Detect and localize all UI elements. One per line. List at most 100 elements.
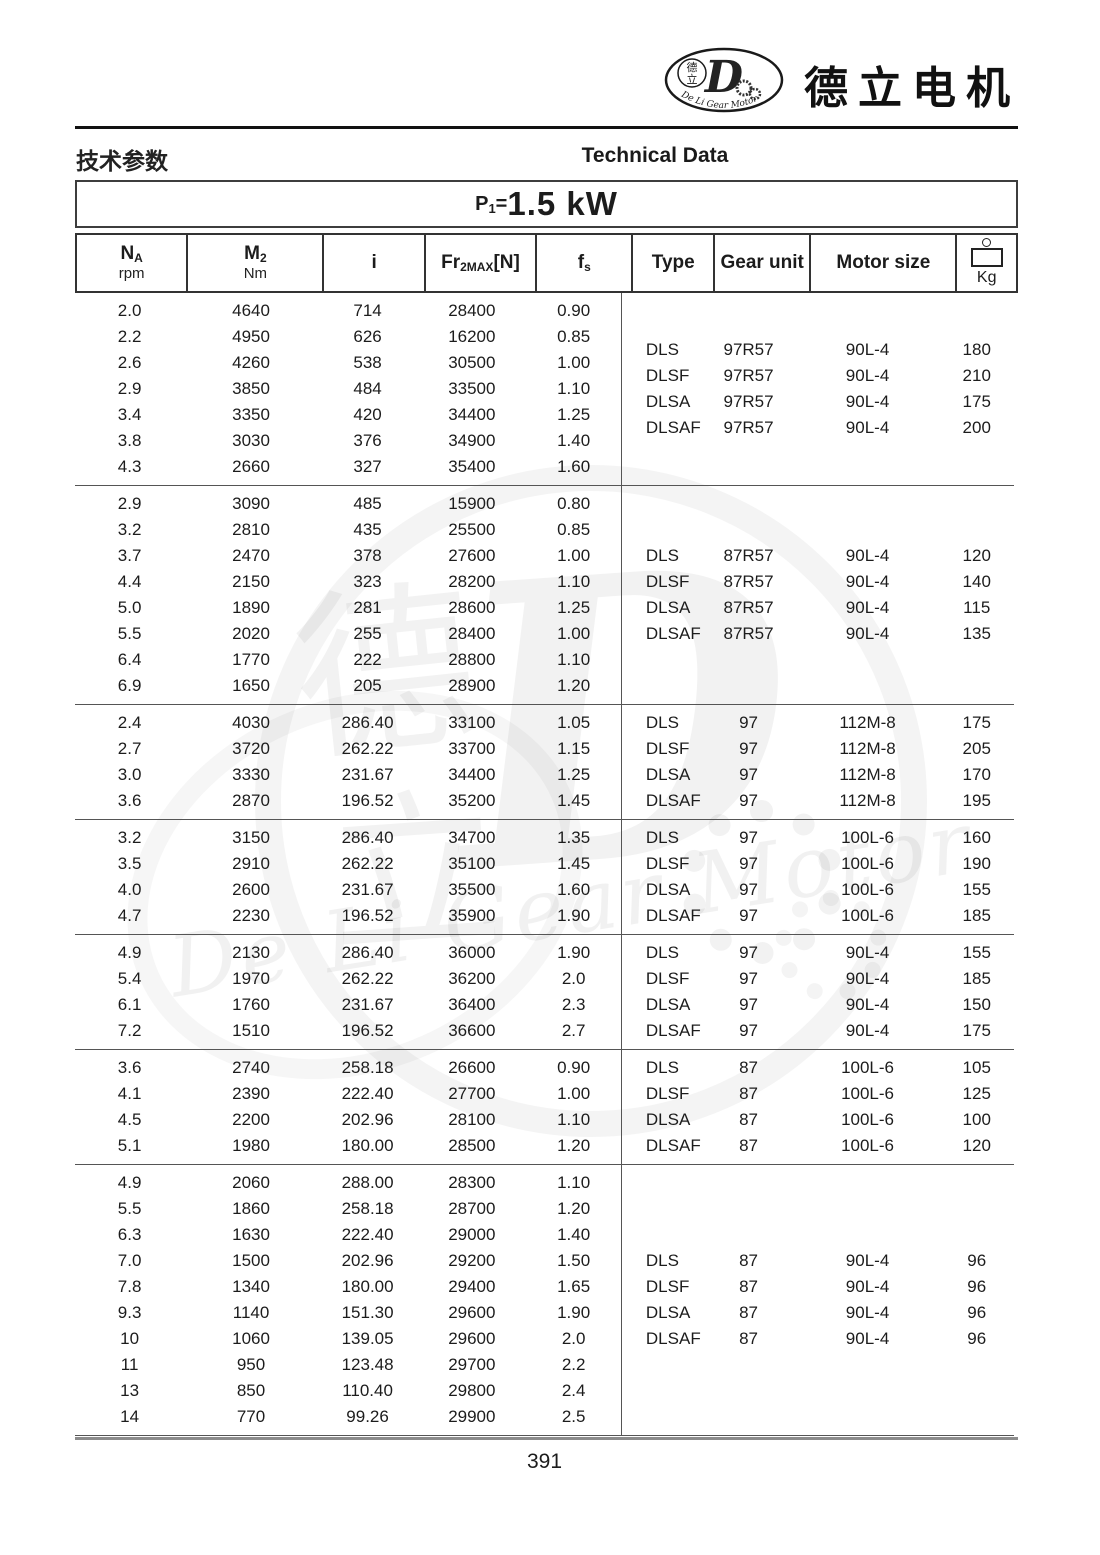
table-row: 3.7 2470 378 27600 1.00	[75, 543, 621, 569]
cell-i: 196.52	[341, 906, 394, 925]
cell-i: 288.00	[341, 1173, 394, 1192]
power-equals: =	[495, 192, 508, 215]
cell-na: 6.9	[117, 676, 142, 695]
cell-type: DLSAF	[645, 1329, 701, 1348]
cell-m2: 3350	[232, 405, 270, 424]
cell-kg: 140	[962, 572, 991, 591]
page-number: 391	[526, 1450, 563, 1473]
table-row: DLS 97 90L-4 155	[622, 940, 1014, 966]
table-row: 3.2 2810 435 25500 0.85	[75, 517, 621, 543]
cell-na: 6.4	[117, 650, 142, 669]
block-right: DLS 87R57 90L-4 120 DLSF 87R57 90L-4 140 DLSA 87R…	[622, 486, 1014, 704]
cell-m2: 4030	[232, 713, 270, 732]
cell-na: 3.0	[117, 765, 142, 784]
cell-na: 9.3	[117, 1303, 142, 1322]
cell-m2: 2740	[232, 1058, 270, 1077]
cell-fr: 36600	[448, 1021, 496, 1040]
cell-gear: 87	[739, 1136, 758, 1155]
cell-m2: 850	[236, 1381, 266, 1400]
cell-i: 196.52	[341, 1021, 394, 1040]
cell-gear: 87	[739, 1303, 758, 1322]
cell-motor: 90L-4	[845, 1021, 890, 1040]
cell-kg: 96	[967, 1251, 987, 1270]
cell-kg: 155	[962, 880, 991, 899]
cell-i: 202.96	[341, 1110, 394, 1129]
table-row: 4.5 2200 202.96 28100 1.10	[75, 1107, 621, 1133]
cell-gear: 97	[739, 943, 758, 962]
cell-type: DLSF	[645, 1084, 690, 1103]
cell-fs: 1.00	[557, 546, 591, 565]
cell-type: DLSAF	[645, 1021, 701, 1040]
logo-cn-bottom: 立	[687, 72, 698, 86]
cell-fr: 28800	[448, 650, 496, 669]
cell-na: 5.4	[117, 969, 142, 988]
cell-motor: 90L-4	[845, 340, 890, 359]
cell-kg: 125	[962, 1084, 991, 1103]
table-row: 2.7 3720 262.22 33700 1.15	[75, 736, 621, 762]
cell-m2: 2470	[232, 546, 270, 565]
cell-kg: 185	[962, 969, 991, 988]
cell-type: DLSAF	[645, 418, 701, 437]
cell-m2: 1060	[232, 1329, 270, 1348]
cell-kg: 100	[962, 1110, 991, 1129]
block-right: DLS 97 100L-6 160 DLSF 97 100L-6 190 DLSA 97 100L-…	[622, 820, 1014, 934]
cell-kg: 96	[967, 1303, 987, 1322]
cell-i: 151.30	[341, 1303, 394, 1322]
cell-i: 420	[353, 405, 382, 424]
cell-m2: 3330	[232, 765, 270, 784]
cell-type: DLSA	[645, 765, 691, 784]
cell-type: DLSAF	[645, 906, 701, 925]
cell-fs: 1.10	[557, 1173, 591, 1192]
col-na-unit: rpm	[118, 265, 145, 283]
cell-type: DLSA	[645, 880, 691, 899]
table-block: 2.9 3090 485 15900 0.80 3.2 2810 435 25500 0.85 3.…	[75, 486, 1014, 705]
cell-fr: 25500	[448, 520, 496, 539]
cell-type: DLS	[645, 1251, 679, 1270]
table-row: DLSA 97 100L-6 155	[622, 877, 1014, 903]
table-row: DLSA 97R57 90L-4 175	[622, 389, 1014, 415]
cell-fr: 29600	[448, 1329, 496, 1348]
col-header-gear-unit: Gear unit	[713, 235, 809, 291]
block-right: DLS 97R57 90L-4 180 DLSF 97R57 90L-4 210 DLSA 97R…	[622, 293, 1014, 485]
cell-m2: 1630	[232, 1225, 270, 1244]
cell-i: 255	[353, 624, 382, 643]
table-row: DLSA 87R57 90L-4 115	[622, 595, 1014, 621]
cell-motor: 90L-4	[845, 1251, 890, 1270]
cell-fs: 1.60	[557, 880, 591, 899]
cell-fr: 26600	[448, 1058, 496, 1077]
table-row: 9.3 1140 151.30 29600 1.90	[75, 1300, 621, 1326]
cell-fs: 1.20	[557, 676, 591, 695]
cell-i: 222.40	[341, 1225, 394, 1244]
cell-m2: 2200	[232, 1110, 270, 1129]
col-na-sub: A	[134, 251, 143, 266]
cell-fs: 1.90	[557, 906, 591, 925]
table-row: 2.6 4260 538 30500 1.00	[75, 350, 621, 376]
cell-m2: 3720	[232, 739, 270, 758]
logo-d-letter: D	[703, 52, 743, 103]
cell-fs: 1.60	[557, 457, 591, 476]
cell-fr: 28100	[448, 1110, 496, 1129]
table-row: DLS 87R57 90L-4 120	[622, 543, 1014, 569]
cell-i: 202.96	[341, 1251, 394, 1270]
cell-gear: 97	[739, 828, 758, 847]
cell-na: 6.3	[117, 1225, 142, 1244]
cell-na: 3.4	[117, 405, 142, 424]
cell-m2: 2600	[232, 880, 270, 899]
cell-type: DLSA	[645, 1303, 691, 1322]
cell-m2: 2130	[232, 943, 270, 962]
cell-fr: 34400	[448, 765, 496, 784]
table-row: 7.0 1500 202.96 29200 1.50	[75, 1248, 621, 1274]
cell-i: 180.00	[341, 1136, 394, 1155]
cell-m2: 1650	[232, 676, 270, 695]
table-row: 4.9 2060 288.00 28300 1.10	[75, 1170, 621, 1196]
cell-m2: 770	[236, 1407, 266, 1426]
page-title-en: Technical Data	[581, 144, 729, 167]
power-value: 1.5 kW	[507, 185, 618, 222]
table-row: 4.3 2660 327 35400 1.60	[75, 454, 621, 480]
cell-gear: 87R57	[723, 598, 774, 617]
table-row: 2.2 4950 626 16200 0.85	[75, 324, 621, 350]
cell-m2: 4260	[232, 353, 270, 372]
col-gear-label: Gear unit	[720, 252, 804, 274]
cell-motor: 100L-6	[841, 1110, 894, 1129]
table-row: DLSA 87 90L-4 96	[622, 1300, 1014, 1326]
